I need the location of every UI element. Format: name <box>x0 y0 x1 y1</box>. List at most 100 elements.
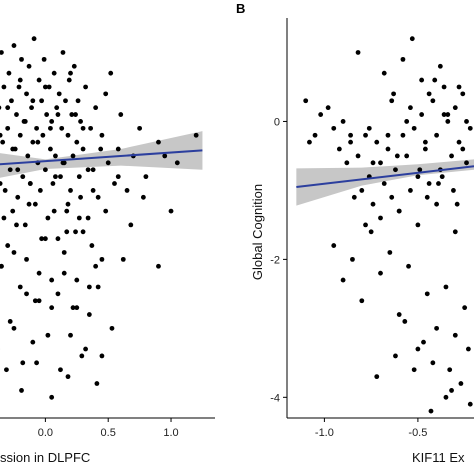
data-point <box>90 167 96 173</box>
data-point <box>42 167 48 173</box>
x-tick-label: 1.0 <box>163 427 178 439</box>
data-point <box>312 132 318 138</box>
data-point <box>458 381 464 386</box>
data-point <box>78 194 83 200</box>
data-point <box>36 298 42 304</box>
data-point <box>391 91 396 97</box>
data-point <box>411 125 417 131</box>
panel-b-x-ticks: -1.0 -0.5 <box>315 418 427 439</box>
data-point <box>419 112 425 117</box>
panel-a-fit-line-group <box>0 149 203 166</box>
data-point <box>15 194 21 200</box>
data-point <box>79 353 85 359</box>
data-point <box>48 146 53 152</box>
data-point <box>64 229 70 235</box>
data-point <box>24 291 29 297</box>
data-point <box>156 263 161 269</box>
data-point <box>24 91 29 97</box>
data-point <box>378 270 383 276</box>
data-point <box>421 339 426 345</box>
data-point <box>378 215 383 221</box>
data-point <box>30 339 36 345</box>
data-point <box>27 181 33 186</box>
data-point <box>76 174 82 180</box>
data-point <box>174 160 180 166</box>
data-point <box>80 146 86 152</box>
x-tick-label: -1.0 <box>315 427 334 439</box>
data-point <box>430 98 436 104</box>
data-point <box>393 353 398 359</box>
data-point <box>70 305 76 311</box>
data-point <box>53 174 58 180</box>
data-point <box>34 360 39 366</box>
data-point <box>385 146 391 152</box>
data-point <box>325 105 331 111</box>
data-point <box>80 125 86 131</box>
data-point <box>355 50 361 55</box>
data-point <box>467 401 473 407</box>
data-point <box>445 119 451 124</box>
data-point <box>140 194 146 200</box>
panel-a-fit-line <box>0 149 203 166</box>
data-point <box>331 125 337 131</box>
x-tick-label: 0.5 <box>101 427 116 439</box>
data-point <box>452 105 458 111</box>
data-point <box>48 125 53 131</box>
data-point <box>307 139 312 145</box>
data-point <box>404 119 410 124</box>
data-point <box>74 277 80 283</box>
data-point <box>19 388 24 393</box>
data-point <box>451 188 456 193</box>
panel-b-y-axis-title: Global Cognition <box>250 184 265 280</box>
data-point <box>422 146 428 152</box>
data-point <box>156 139 161 145</box>
data-point <box>128 222 134 228</box>
data-point <box>66 77 72 83</box>
x-tick-label: 0.0 <box>38 427 53 439</box>
data-point <box>17 132 23 138</box>
data-point <box>89 243 95 248</box>
y-tick-label: -2 <box>270 254 280 266</box>
data-point <box>426 181 432 186</box>
data-point <box>74 305 80 311</box>
data-point <box>348 132 353 138</box>
data-point <box>443 394 449 400</box>
data-point <box>402 319 408 324</box>
data-point <box>45 215 51 221</box>
data-point <box>318 112 324 117</box>
data-point <box>58 174 63 180</box>
data-point <box>348 139 353 145</box>
data-point <box>68 332 73 338</box>
panel-b-y-ticks: 0 -2 -4 <box>270 116 287 404</box>
data-point <box>351 194 357 200</box>
data-point <box>378 160 383 166</box>
data-point <box>35 139 41 145</box>
data-point <box>400 132 406 138</box>
data-point <box>74 139 80 145</box>
data-point <box>30 139 36 145</box>
data-point <box>460 91 466 97</box>
data-point <box>374 374 380 380</box>
data-point <box>467 125 473 131</box>
data-point <box>24 256 29 262</box>
data-point <box>40 132 46 138</box>
data-point <box>25 153 31 159</box>
data-point <box>350 256 355 262</box>
data-point <box>17 284 23 290</box>
data-point <box>439 174 445 180</box>
data-point <box>124 188 130 193</box>
data-point <box>422 139 428 145</box>
data-point <box>428 408 434 414</box>
data-point <box>344 160 350 166</box>
data-point <box>22 119 28 124</box>
data-point <box>105 160 111 166</box>
data-point <box>456 84 462 90</box>
data-point <box>99 256 105 262</box>
data-point <box>404 153 410 159</box>
data-point <box>99 353 105 359</box>
data-point <box>415 174 421 180</box>
data-point <box>137 125 143 131</box>
data-point <box>99 132 105 138</box>
data-point <box>363 132 368 138</box>
data-point <box>76 215 82 221</box>
